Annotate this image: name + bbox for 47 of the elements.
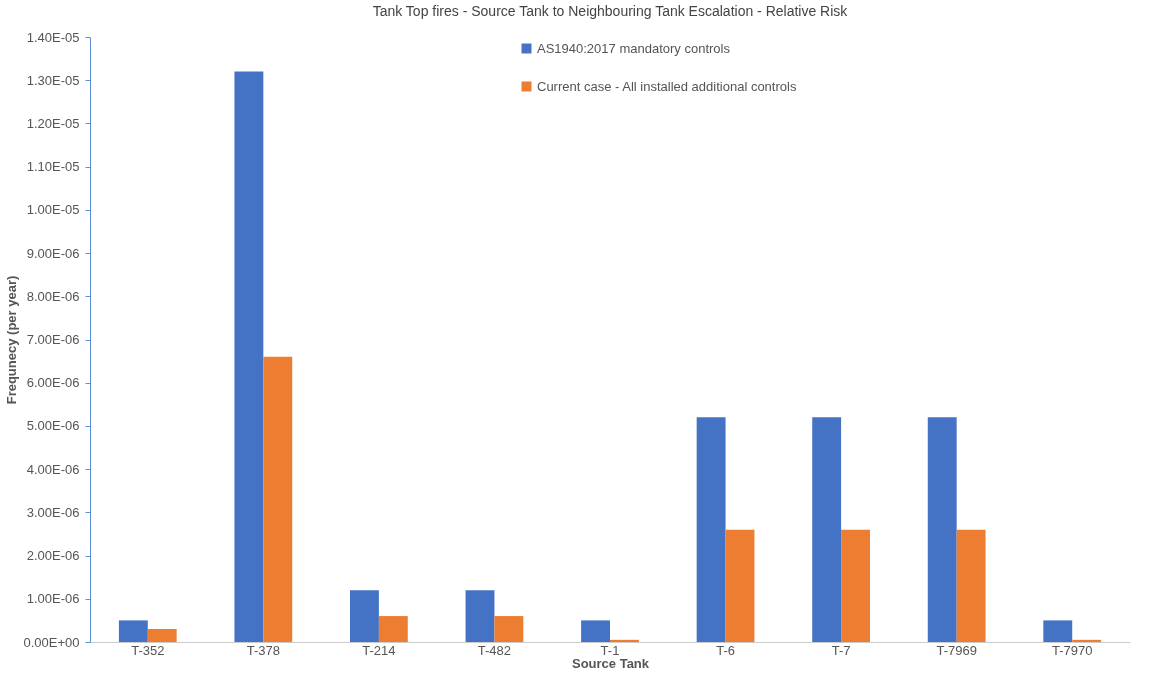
x-tick-label: T-7969 <box>936 642 977 658</box>
bar <box>147 629 177 642</box>
bar <box>350 590 379 642</box>
bar <box>725 529 755 642</box>
x-tick-label: T-482 <box>477 642 512 658</box>
y-tick-label: 1.20E-05 <box>26 115 80 131</box>
y-tick-label: 1.00E-06 <box>26 591 80 607</box>
bar <box>841 529 870 642</box>
x-tick-label: T-7970 <box>1051 642 1093 658</box>
x-axis-title: Source Tank <box>571 655 650 671</box>
legend-label: Current case - All installed additional controls <box>537 78 797 94</box>
x-tick-label: T-378 <box>246 642 280 658</box>
x-tick-label: T-214 <box>362 642 396 658</box>
bar <box>812 417 842 642</box>
y-tick-label: 6.00E-06 <box>26 375 80 391</box>
bar <box>263 356 293 642</box>
x-tick-label: T-6 <box>716 642 735 658</box>
bar <box>1043 620 1073 642</box>
bar <box>696 417 726 642</box>
y-tick-label: 1.30E-05 <box>26 72 80 88</box>
y-tick-label: 4.00E-06 <box>26 461 80 477</box>
y-tick-label: 5.00E-06 <box>26 418 80 434</box>
bar <box>378 616 408 642</box>
bar <box>581 620 610 642</box>
x-tick-label: T-352 <box>131 642 165 658</box>
x-tick-label: T-7 <box>831 642 851 658</box>
x-tick-label: T-1 <box>600 642 620 658</box>
bar <box>1072 639 1102 642</box>
bar <box>465 590 495 642</box>
bar <box>234 71 264 642</box>
y-tick-label: 2.00E-06 <box>26 548 80 564</box>
legend-label: AS1940:2017 mandatory controls <box>537 40 731 56</box>
y-tick-label: 8.00E-06 <box>26 288 80 304</box>
y-tick-label: 0.00E+00 <box>23 634 80 650</box>
y-tick-label: 7.00E-06 <box>26 332 80 347</box>
bar <box>118 620 148 642</box>
y-tick-label: 1.00E-05 <box>26 202 80 218</box>
bar <box>494 616 524 642</box>
y-tick-label: 1.40E-05 <box>26 29 80 45</box>
y-tick-label: 9.00E-06 <box>26 245 80 261</box>
y-tick-label: 1.10E-05 <box>26 159 80 175</box>
bar <box>927 417 957 642</box>
y-tick-label: 3.00E-06 <box>26 504 80 520</box>
chart-title: Tank Top fires - Source Tank to Neighbouring Tank Escalation - Relative Risk <box>372 3 849 19</box>
bar <box>956 529 986 642</box>
y-axis-title: Frequnecy (per year) <box>4 275 20 405</box>
bar <box>610 639 639 642</box>
